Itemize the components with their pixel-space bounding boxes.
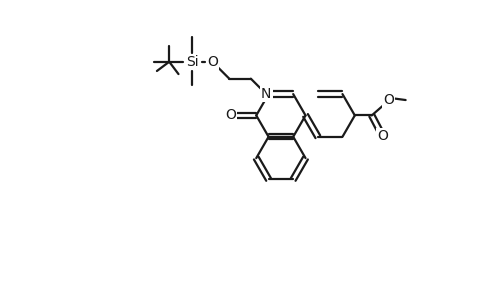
Text: Si: Si xyxy=(186,55,198,69)
Text: N: N xyxy=(261,87,272,101)
Text: O: O xyxy=(377,129,388,143)
Text: O: O xyxy=(207,55,218,69)
Text: O: O xyxy=(384,93,394,107)
Text: O: O xyxy=(226,108,236,123)
